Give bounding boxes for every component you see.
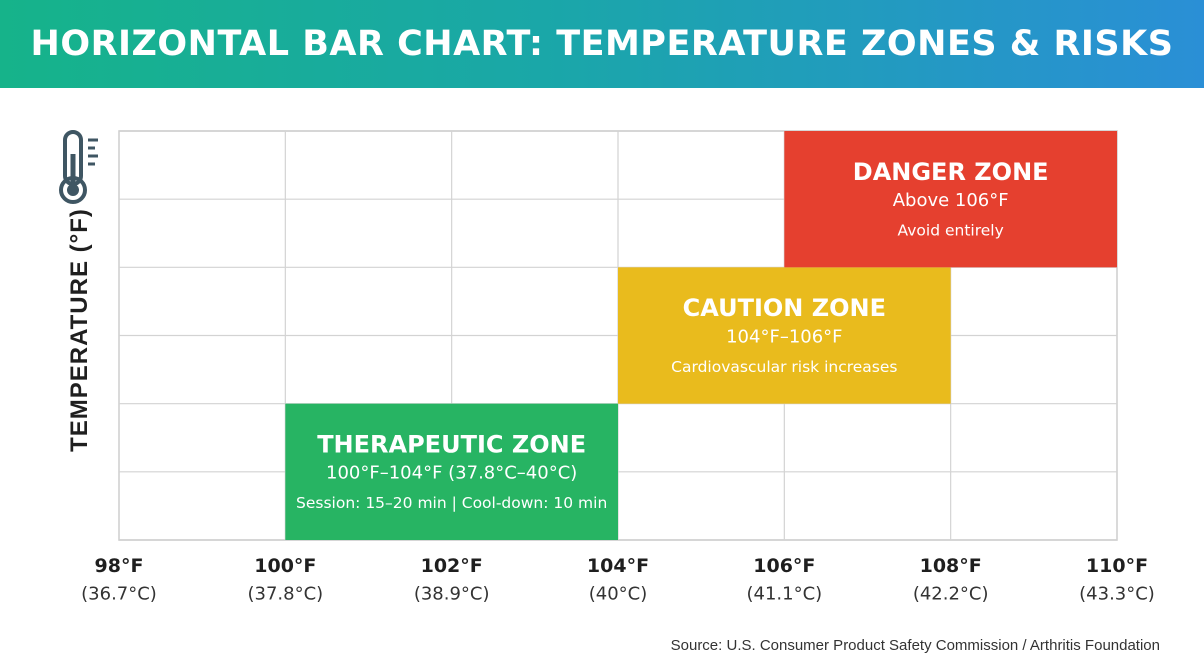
danger-zone-range-label: Above 106°F [893, 190, 1009, 211]
therapeutic-zone-bar [285, 403, 618, 540]
x-tick-sublabel: (40°C) [589, 584, 648, 605]
x-tick-sublabel: (37.8°C) [247, 584, 323, 605]
x-tick-label: 106°F [753, 555, 815, 577]
x-tick-label: 100°F [254, 555, 316, 577]
title-banner: HORIZONTAL BAR CHART: TEMPERATURE ZONES … [0, 0, 1204, 88]
x-tick-label: 102°F [421, 555, 483, 577]
thermometer-icon [59, 130, 98, 204]
caution-zone-note: Cardiovascular risk increases [671, 358, 897, 376]
therapeutic-zone-label: THERAPEUTIC ZONE [317, 431, 586, 459]
therapeutic-zone-note: Session: 15–20 min | Cool-down: 10 min [296, 494, 607, 512]
caution-zone-bar [618, 267, 951, 404]
danger-zone-label: DANGER ZONE [853, 158, 1049, 186]
temperature-zones-chart: THERAPEUTIC ZONE 100°F–104°F (37.8°C–40°C… [81, 130, 1155, 605]
x-tick-sublabel: (38.9°C) [414, 584, 490, 605]
x-tick-sublabel: (36.7°C) [81, 584, 157, 605]
caution-zone-label: CAUTION ZONE [683, 294, 886, 322]
x-tick-label: 104°F [587, 555, 649, 577]
chart-title: HORIZONTAL BAR CHART: TEMPERATURE ZONES … [30, 24, 1174, 64]
danger-zone-note: Avoid entirely [898, 222, 1004, 240]
x-tick-sublabel: (43.3°C) [1079, 584, 1155, 605]
x-tick-label: 110°F [1086, 555, 1148, 577]
caution-zone-range-label: 104°F–106°F [726, 326, 842, 347]
x-tick-sublabel: (42.2°C) [913, 584, 989, 605]
danger-zone-bar [784, 131, 1117, 268]
source-note: Source: U.S. Consumer Product Safety Com… [670, 637, 1160, 654]
x-tick-label: 98°F [95, 555, 144, 577]
x-tick-sublabel: (41.1°C) [746, 584, 822, 605]
therapeutic-zone-range-label: 100°F–104°F (37.8°C–40°C) [326, 463, 577, 484]
x-tick-label: 108°F [920, 555, 982, 577]
